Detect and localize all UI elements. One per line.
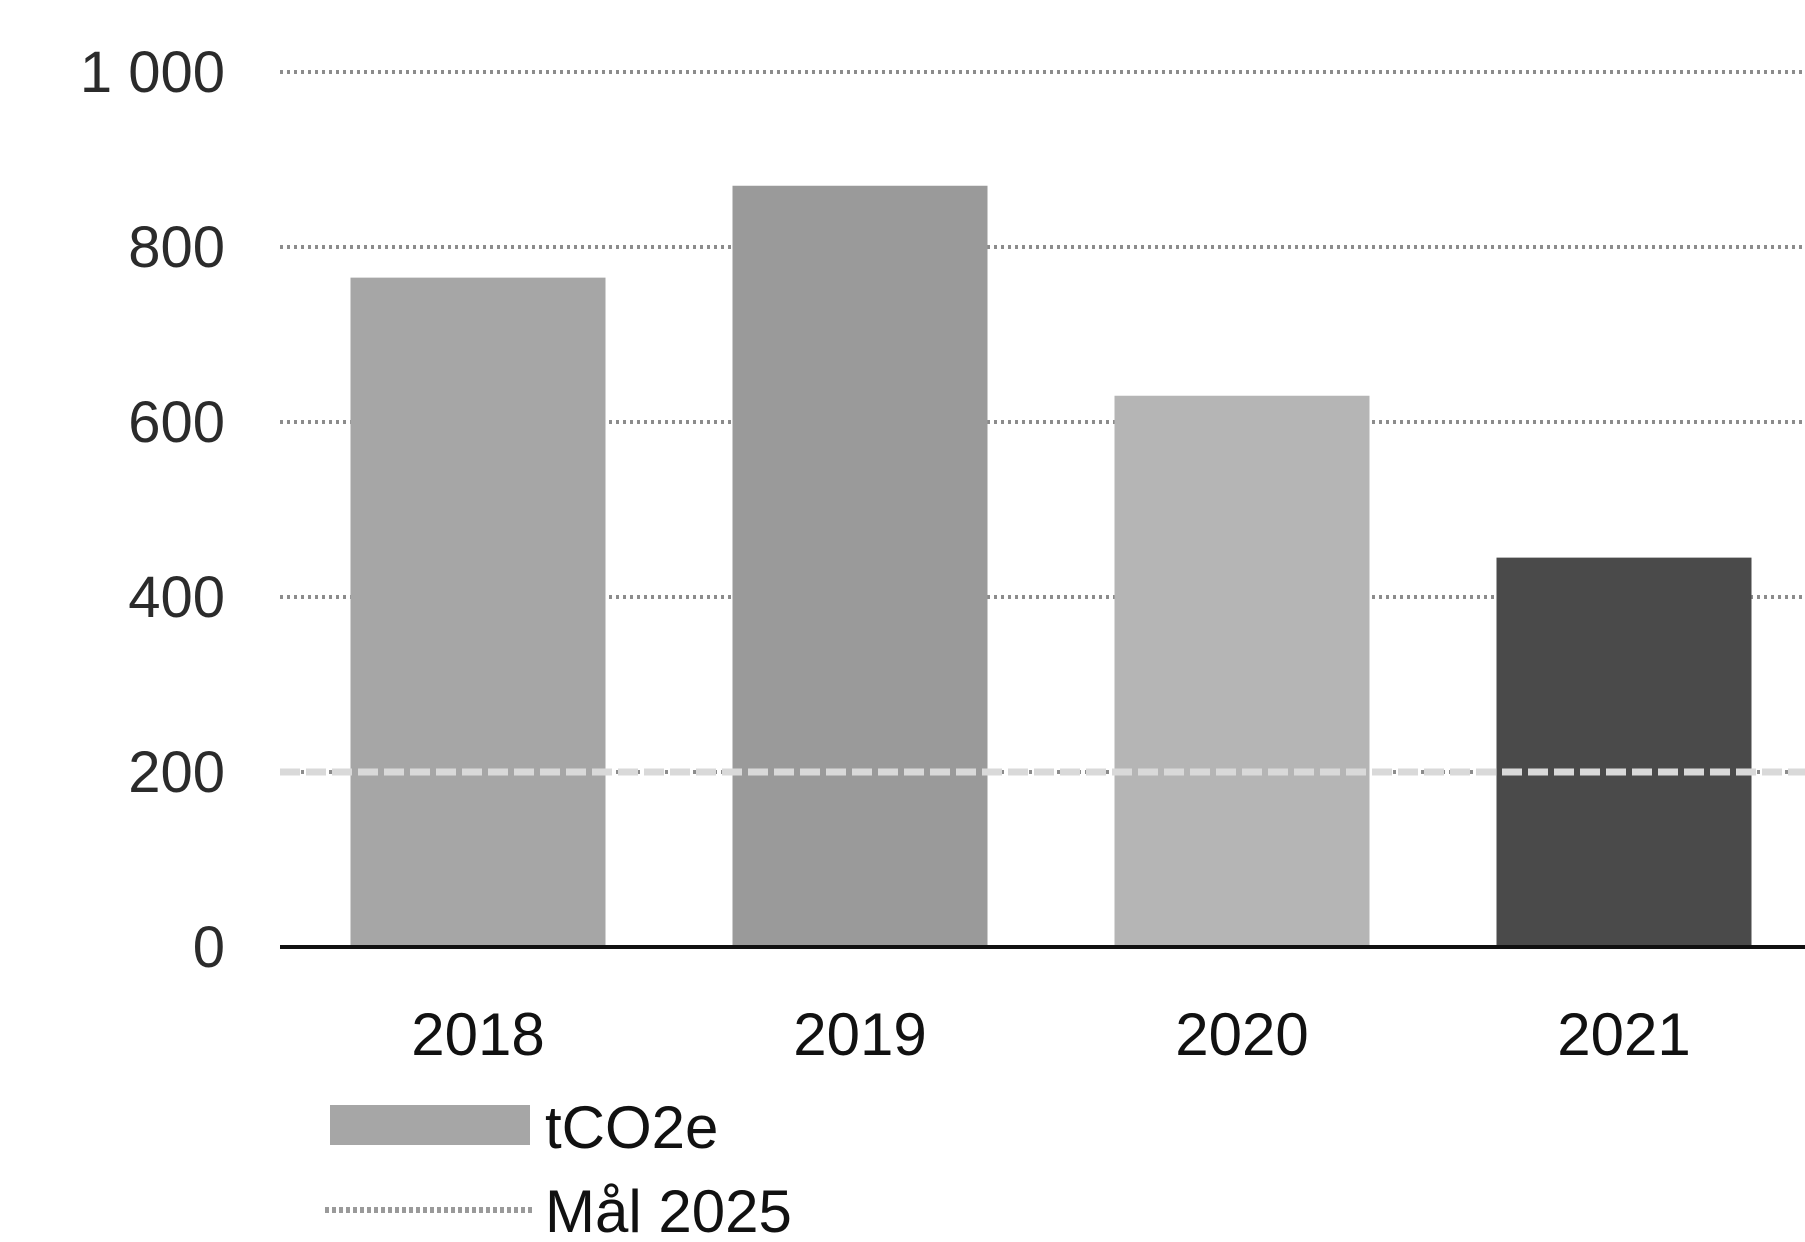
bar-2019 <box>732 185 988 947</box>
y-tick-label: 800 <box>128 215 225 280</box>
bar-2018 <box>350 277 606 947</box>
x-tick-label: 2019 <box>793 1001 926 1068</box>
x-tick-label: 2021 <box>1557 1001 1690 1068</box>
bar-2021 <box>1496 557 1752 947</box>
x-tick-label: 2018 <box>411 1001 544 1068</box>
legend-label-tco2e: tCO2e <box>545 1094 718 1161</box>
y-tick-label: 400 <box>128 565 225 630</box>
y-tick-label: 200 <box>128 740 225 805</box>
x-tick-labels: 2018 2019 2020 2021 <box>411 1001 1690 1068</box>
legend: tCO2e Mål 2025 <box>325 1094 792 1242</box>
y-tick-label: 600 <box>128 390 225 455</box>
y-tick-labels: 0 200 400 600 800 1 000 <box>80 40 225 980</box>
legend-label-target: Mål 2025 <box>545 1178 792 1242</box>
bar-2020 <box>1114 395 1370 947</box>
x-tick-label: 2020 <box>1175 1001 1308 1068</box>
y-tick-label: 0 <box>193 915 225 980</box>
legend-swatch-tco2e <box>330 1105 530 1145</box>
bars <box>350 185 1752 947</box>
y-tick-label: 1 000 <box>80 40 225 105</box>
